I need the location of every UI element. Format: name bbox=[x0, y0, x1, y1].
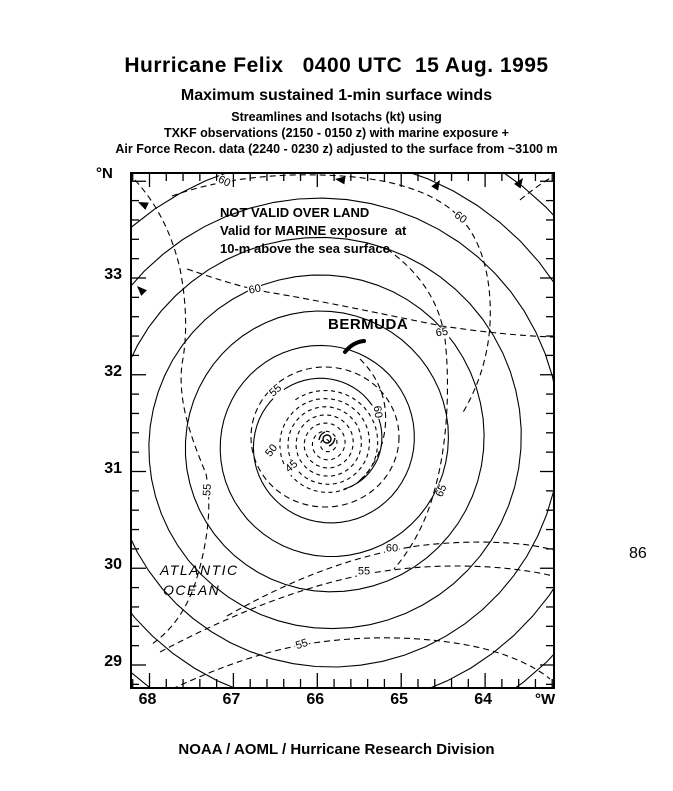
isotach-core-dashed-spiral bbox=[279, 389, 379, 493]
lat-tick-label: 29 bbox=[104, 653, 122, 670]
annotation-atlantic: ATLANTIC bbox=[160, 562, 239, 578]
isotach-55-west bbox=[134, 179, 210, 645]
map-frame: NOT VALID OVER LAND Valid for MARINE exp… bbox=[130, 172, 555, 689]
lat-tick-label: 32 bbox=[104, 362, 122, 380]
lat-tick-label: 31 bbox=[104, 459, 122, 477]
hurricane-center-icon bbox=[318, 431, 336, 447]
streamlines-spiral bbox=[132, 174, 553, 687]
isotach-65-east bbox=[386, 248, 449, 570]
page-title: Hurricane Felix 0400 UTC 15 Aug. 1995 bbox=[124, 54, 549, 77]
lon-tick-label: 64 bbox=[474, 691, 492, 708]
isotach-value-label: 60 bbox=[215, 173, 233, 190]
isotach-60-inner-east bbox=[357, 358, 387, 483]
lon-tick-label: 68 bbox=[138, 691, 157, 708]
bermuda-island-icon bbox=[343, 339, 366, 354]
isotach-value-label: 55 bbox=[356, 565, 372, 578]
north-axis-label: °N bbox=[96, 165, 113, 182]
header-obs-line: TXKF observations (2150 - 0150 z) with m… bbox=[164, 126, 509, 140]
west-axis-label: °W bbox=[535, 691, 556, 708]
lat-tick-label: 33 bbox=[104, 266, 122, 283]
arrowhead-icon bbox=[431, 180, 440, 191]
footer-attribution: NOAA / AOML / Hurricane Research Divisio… bbox=[178, 741, 495, 758]
page-number: 86 bbox=[629, 545, 647, 562]
isotach-value-label: 60 bbox=[450, 209, 470, 227]
isotach-value-label: 60 bbox=[246, 282, 264, 297]
isotach-value-label: 65 bbox=[434, 325, 450, 340]
page-subtitle: Maximum sustained 1-min surface winds bbox=[180, 87, 493, 104]
annotation-10m-height: 10-m above the sea surface bbox=[220, 241, 390, 256]
arrowhead-icon bbox=[513, 178, 523, 189]
map-canvas bbox=[132, 174, 553, 687]
isotach-fragment-ne-corner bbox=[519, 176, 553, 201]
lat-tick-label: 30 bbox=[104, 556, 122, 574]
isotach-value-label: 50 bbox=[263, 441, 281, 461]
streamline-arrowheads bbox=[137, 176, 523, 296]
lon-tick-label: 66 bbox=[306, 691, 325, 708]
isotach-value-label: 55 bbox=[267, 382, 285, 400]
lon-tick-label: 65 bbox=[390, 691, 409, 708]
annotation-ocean: OCEAN bbox=[163, 582, 221, 598]
isotach-value-label: 45 bbox=[283, 458, 301, 476]
arrowhead-icon bbox=[335, 176, 346, 185]
arrowhead-icon bbox=[137, 286, 147, 296]
isotach-60-south bbox=[226, 541, 553, 617]
isotach-value-label: 55 bbox=[293, 636, 311, 653]
annotation-marine-exposure: Valid for MARINE exposure at bbox=[220, 223, 407, 238]
header-recon-line: Air Force Recon. data (2240 - 0230 z) ad… bbox=[115, 142, 558, 156]
lon-tick-label: 67 bbox=[222, 691, 241, 708]
arrowhead-icon bbox=[138, 202, 149, 210]
isotach-value-label: 65 bbox=[433, 482, 450, 500]
header-method-line: Streamlines and Isotachs (kt) using bbox=[231, 110, 442, 124]
annotation-not-valid-over-land: NOT VALID OVER LAND bbox=[220, 205, 370, 220]
annotation-bermuda: BERMUDA bbox=[328, 316, 409, 333]
isotach-value-label: 60 bbox=[384, 542, 400, 555]
map-overlay: NOT VALID OVER LAND Valid for MARINE exp… bbox=[132, 174, 553, 687]
isotach-value-label: 55 bbox=[201, 482, 214, 498]
isotach-value-label: 60 bbox=[370, 404, 385, 420]
isotach-55-bottom bbox=[175, 637, 551, 687]
isotach-55-ring bbox=[250, 366, 400, 508]
